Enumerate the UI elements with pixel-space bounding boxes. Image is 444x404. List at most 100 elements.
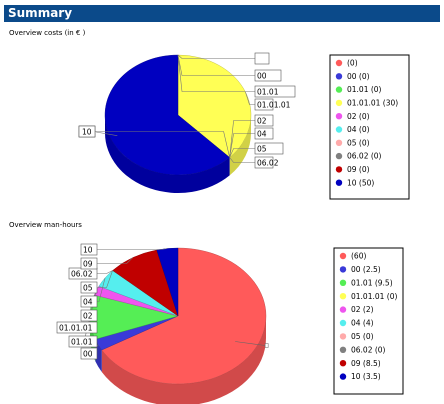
pie-side-10 (105, 115, 230, 193)
legend-swatch (339, 252, 347, 260)
legend-label: 01.01 (0) (347, 85, 382, 94)
leader-line (97, 248, 168, 250)
legend-swatch (335, 126, 343, 133)
leader-line (229, 120, 255, 158)
leader-line (95, 131, 118, 136)
slice-label-box-04 (254, 127, 274, 140)
slice-label-02: 02 (257, 117, 267, 126)
slice-label-02: 02 (83, 312, 93, 321)
pie-side-01.01.01 (229, 115, 251, 176)
legend-swatch (335, 99, 343, 107)
slice-label-10: 10 (82, 128, 92, 137)
pie-slice-blank (101, 247, 267, 385)
legend-swatch (339, 279, 347, 286)
slice-label-09: 09 (83, 260, 93, 269)
legend-box (329, 54, 410, 200)
slice-label-04: 04 (257, 130, 267, 139)
slice-label-box-10 (80, 243, 98, 256)
leader-line (229, 148, 255, 158)
legend-label: 06.02 (0) (347, 152, 382, 161)
slice-label-box-04 (80, 295, 98, 308)
legend-2: (60) 00 (2.5) 01.01 (9.5) 01.01.01 (0) 02 (2… (333, 247, 404, 395)
slice-label-box-05 (254, 142, 284, 155)
legend-label: 02 (0) (347, 112, 370, 121)
legend-swatch (339, 319, 347, 327)
pie-side-blank (101, 316, 266, 404)
legend-swatch (335, 73, 343, 80)
slice-label-box-00 (254, 69, 282, 82)
legend-label: 09 (8.5) (351, 359, 381, 368)
legend-swatch (335, 166, 343, 173)
legend-swatch (339, 293, 347, 300)
legend-label: 05 (0) (347, 138, 370, 147)
slice-label-00: 00 (257, 72, 267, 81)
pie-slice-10 (104, 54, 230, 176)
slice-label-box- (254, 52, 270, 65)
slice-label-06.02: 06.02 (257, 159, 279, 168)
legend-label: 01.01.01 (30) (347, 99, 398, 108)
slice-label-06.02: 06.02 (71, 270, 93, 279)
slice-label-box-00 (80, 347, 98, 360)
leader-line (95, 131, 230, 158)
legend-box (333, 247, 404, 395)
slice-label-box-01.01 (68, 335, 98, 348)
slice-label-box-10 (78, 125, 96, 138)
slice-label-01.01.01: 01.01.01 (257, 101, 291, 110)
slice-label-box-09 (80, 257, 98, 270)
legend-swatch (335, 86, 343, 93)
legend-swatch (335, 113, 343, 120)
slice-label-box-02 (80, 309, 98, 322)
legend-swatch (335, 59, 343, 67)
slice-label-box-06.02 (254, 156, 274, 169)
legend-swatch (339, 360, 347, 367)
legend-label: 10 (3.5) (351, 372, 381, 381)
slice-label-box-02 (254, 114, 274, 127)
legend-swatch (339, 333, 347, 340)
slice-label-01.01: 01.01 (257, 88, 279, 97)
slice-label-10: 10 (83, 246, 93, 255)
pie-side-00 (95, 339, 102, 372)
leader-line (177, 54, 255, 59)
slice-label-box-01.01 (254, 85, 296, 98)
legend-label: 01.01 (9.5) (351, 278, 393, 287)
legend-label: 09 (0) (347, 165, 370, 174)
legend-label: 00 (2.5) (351, 265, 381, 274)
leader-line (235, 341, 266, 346)
slice-label-box-01.01.01 (254, 98, 274, 111)
leader-line (97, 270, 113, 288)
legend-label: 05 (0) (351, 332, 374, 341)
legend-swatch (335, 179, 343, 186)
slice-label-01.01: 01.01 (71, 338, 93, 347)
slice-label-box-01.01.01 (56, 321, 98, 334)
legend-label: 04 (0) (347, 125, 370, 134)
slice-label-05: 05 (257, 145, 267, 154)
legend-label: (0) (347, 59, 358, 68)
legend-label: (60) (351, 252, 366, 261)
leader-line (245, 91, 255, 105)
legend-swatch (335, 139, 343, 146)
legend-label: 04 (4) (351, 319, 374, 328)
costs-chart-title: Overview costs (in € ) (9, 29, 86, 37)
legend-label: 01.01.01 (0) (351, 292, 397, 301)
leader-line (229, 157, 255, 163)
leader-line (177, 54, 255, 76)
legend-swatch (339, 266, 347, 273)
leader-line (97, 277, 106, 302)
summary-header: Summary (4, 5, 440, 22)
leader-line (229, 133, 255, 158)
pie-slice-10 (156, 247, 179, 317)
slice-label-05: 05 (83, 284, 93, 293)
leader-line (97, 270, 113, 274)
legend-swatch (339, 306, 347, 313)
slice-label-box-05 (80, 281, 98, 294)
leader-line (177, 54, 255, 92)
hours-chart-title: Overview man-hours (9, 221, 82, 229)
leader-line (97, 257, 133, 264)
slice-label-04: 04 (83, 298, 93, 307)
legend-swatch (339, 346, 347, 353)
slice-label-box-blank (264, 343, 269, 348)
legend-swatch (339, 373, 347, 380)
slice-label-00: 00 (83, 350, 93, 359)
